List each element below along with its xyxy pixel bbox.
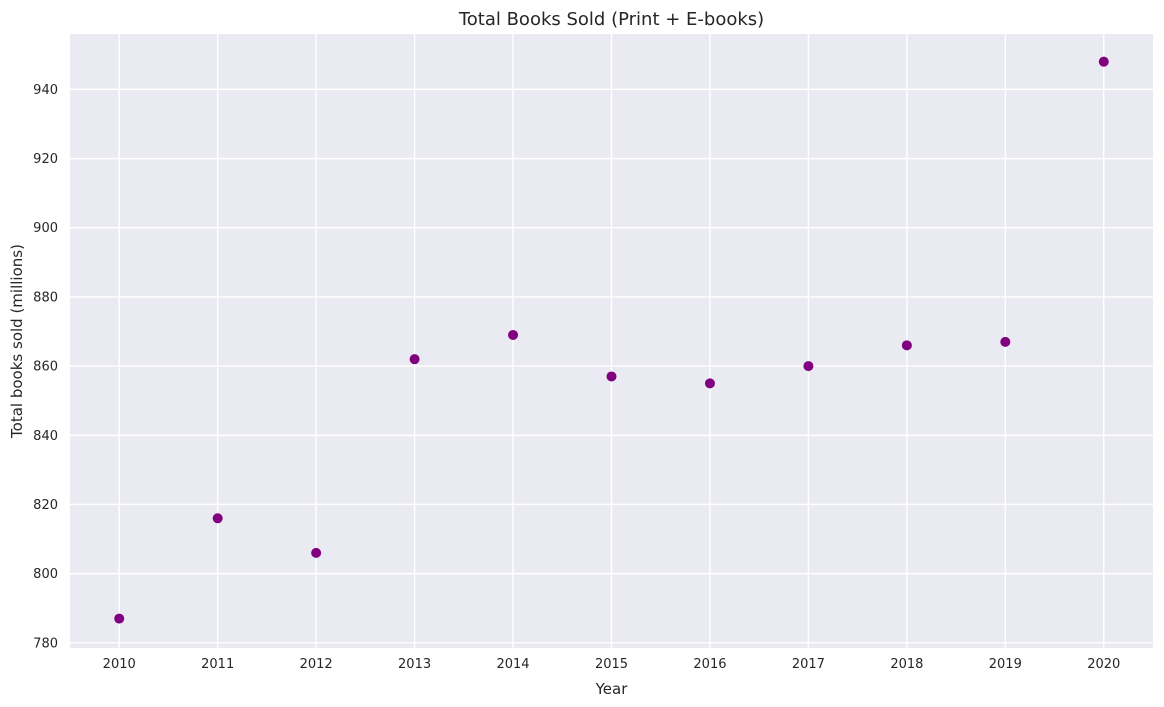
x-axis-title: Year xyxy=(595,680,629,698)
y-tick-label: 840 xyxy=(33,429,58,444)
data-points xyxy=(114,56,1109,624)
data-point xyxy=(901,340,912,351)
x-tick-label: 2014 xyxy=(496,657,529,672)
x-tick-label: 2013 xyxy=(398,657,431,672)
y-tick-label: 800 xyxy=(33,567,58,582)
chart-title: Total Books Sold (Print + E-books) xyxy=(458,9,764,30)
data-point xyxy=(114,613,125,624)
x-tick-label: 2011 xyxy=(201,657,234,672)
data-point xyxy=(409,354,420,365)
data-point xyxy=(212,513,223,524)
data-point xyxy=(311,547,322,558)
data-point xyxy=(606,371,617,382)
y-tick-label: 860 xyxy=(33,360,58,375)
y-tick-label: 920 xyxy=(33,152,58,167)
x-tick-label: 2020 xyxy=(1087,657,1120,672)
y-tick-label: 820 xyxy=(33,498,58,513)
x-tick-label: 2018 xyxy=(890,657,923,672)
data-point xyxy=(1098,56,1109,67)
y-axis-title: Total books sold (millions) xyxy=(8,244,26,439)
x-tick-label: 2016 xyxy=(693,657,726,672)
data-point xyxy=(803,361,814,372)
tick-labels: 2010 2011 2012 2013 2014 2015 2016 2017 2018 2019… xyxy=(33,83,1120,672)
data-point xyxy=(704,378,715,389)
y-tick-label: 900 xyxy=(33,221,58,236)
y-tick-label: 940 xyxy=(33,83,58,98)
y-tick-label: 780 xyxy=(33,636,58,651)
y-tick-label: 880 xyxy=(33,290,58,305)
x-tick-label: 2010 xyxy=(103,657,136,672)
data-point xyxy=(1000,336,1011,347)
x-tick-label: 2015 xyxy=(595,657,628,672)
x-tick-label: 2012 xyxy=(300,657,333,672)
x-tick-label: 2017 xyxy=(792,657,825,672)
data-point xyxy=(508,329,519,340)
x-tick-label: 2019 xyxy=(989,657,1022,672)
